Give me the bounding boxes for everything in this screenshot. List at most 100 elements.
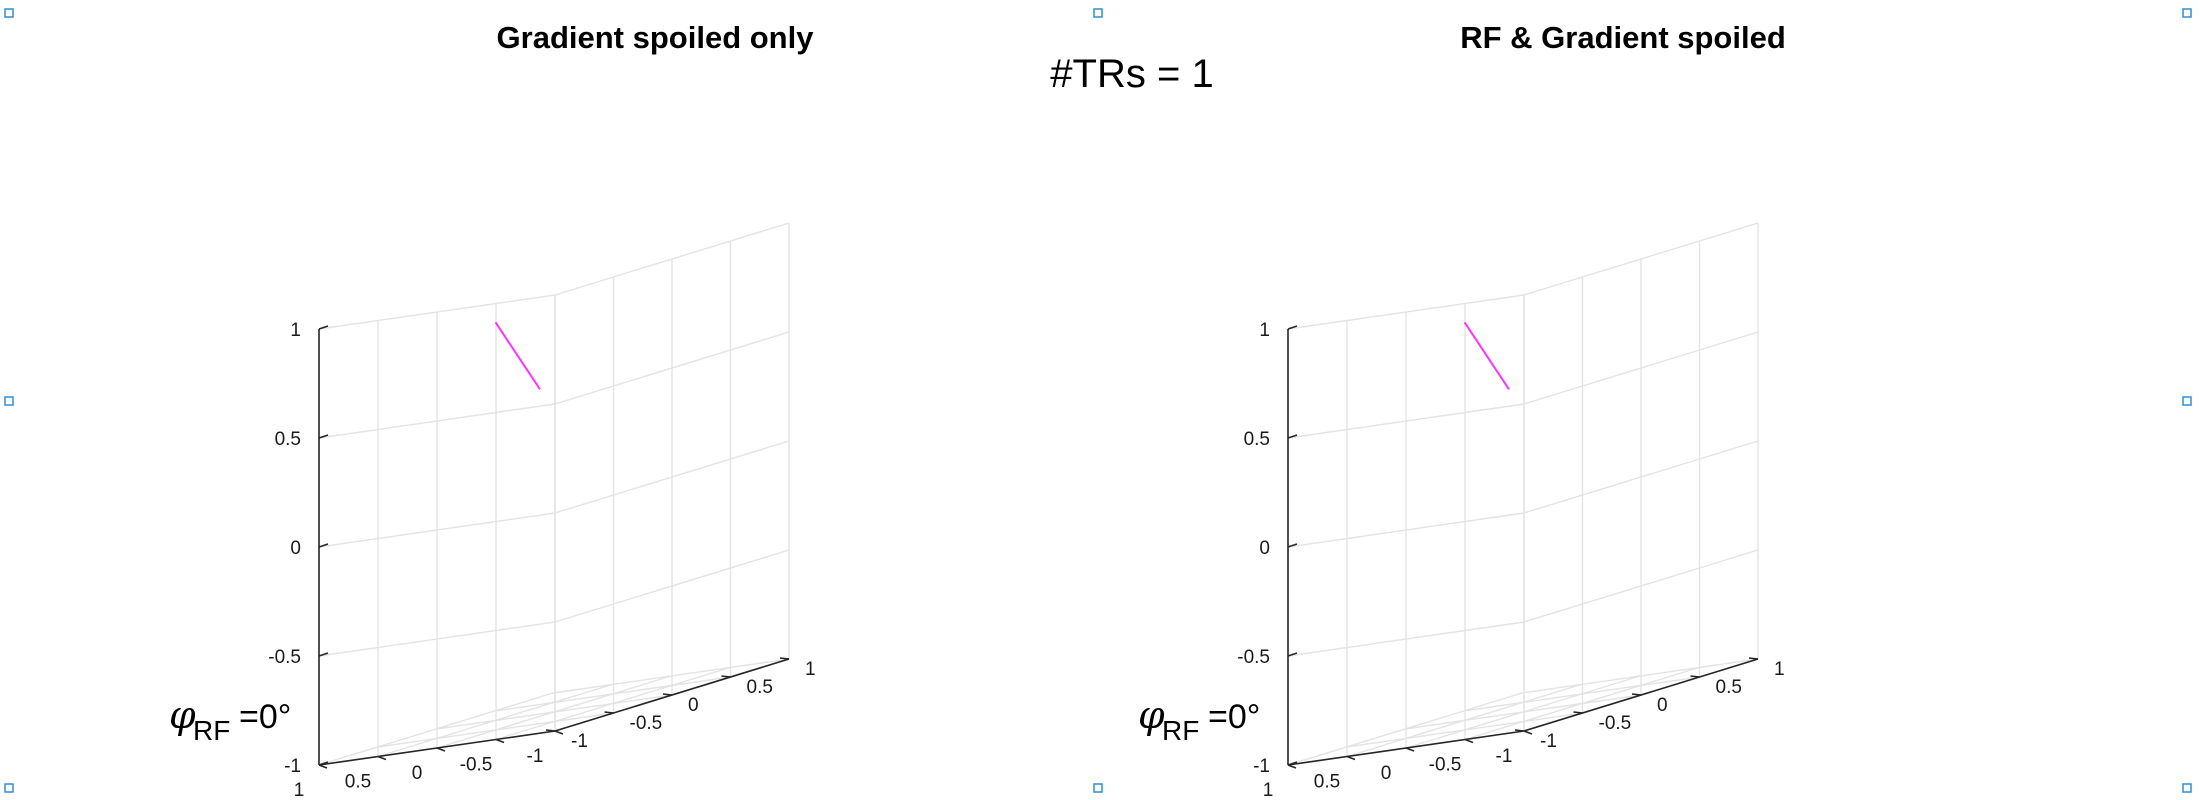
z-tick-mark [1287,543,1298,548]
chart-title: Gradient spoiled only [497,20,815,55]
backwall-gridline-z [554,222,790,296]
z-tick-mark [1287,434,1298,439]
leftwall-gridline-z [1287,294,1525,330]
y-tick-mark [662,693,673,696]
z-tick-mark [318,434,329,439]
floor-gridline-y [435,694,673,730]
backwall-gridline-z [1523,222,1759,296]
y-tick-mark [604,711,614,714]
leftwall-gridline-z [1287,512,1525,548]
x-tick-mark [1287,764,1297,769]
phi-subscript: RF [193,715,230,746]
floor-gridline-y [1404,694,1642,730]
x-tick-label: 0 [1381,763,1392,784]
z-tick-label: -0.5 [1237,647,1270,668]
z-tick-label: 0.5 [275,429,301,450]
z-tick-mark [1287,652,1298,657]
y-tick-mark [545,729,556,732]
backwall-gridline-z [1523,549,1759,623]
z-tick-label: 0 [1259,538,1270,559]
y-tick-mark [721,675,731,678]
phi-value: =0° [239,698,291,736]
leftwall-gridline-z [318,621,556,657]
y-tick-label: -0.5 [630,713,663,734]
z-tick-mark [318,543,329,548]
handle-bottom-center[interactable] [1093,783,1103,793]
z-tick-mark [1287,761,1298,766]
handle-top-center[interactable] [1093,8,1103,18]
chart-title: RF & Gradient spoiled [1460,20,1786,55]
z-tick-label: 1 [1259,320,1270,341]
y-tick-label: 1 [805,659,816,680]
backwall-gridline-z [1523,331,1759,405]
y-tick-mark [1573,711,1583,714]
floor-gridline-y [494,676,731,712]
backwall-gridline-z [554,440,790,514]
x-tick-label: 1 [294,780,305,800]
x-tick-mark [554,730,564,735]
x-tick-mark [495,738,505,744]
handle-bottom-left[interactable] [4,783,14,793]
y-tick-label: 0 [688,695,699,716]
x-tick-mark [1405,747,1415,752]
leftwall-gridline-z [1287,403,1525,439]
axes-gradient-spoiled: Gradient spoiled only -1 -0.5 0 0.5 1 -1 -0.5 0 0… [169,20,816,800]
x-tick-label: 0.5 [345,772,371,793]
y-tick-label: -1 [571,731,588,752]
backwall-gridline-z [1523,440,1759,514]
selection-handles[interactable] [4,8,2192,793]
phi-symbol: φ [169,693,196,737]
handle-middle-left[interactable] [4,396,14,406]
x-tick-mark [1523,730,1533,735]
z-tick-label: 1 [290,320,301,341]
z-tick-label: -0.5 [268,647,301,668]
x-tick-label: -1 [527,746,544,767]
handle-top-left[interactable] [4,8,14,18]
x-tick-mark [318,764,328,769]
floor-gridline-y [1463,676,1700,712]
y-tick-label: 0.5 [747,677,773,698]
z-tick-mark [318,761,329,766]
x-tick-label: -0.5 [460,755,493,776]
y-tick-label: 0 [1657,695,1668,716]
floor-gridline-y [552,658,790,694]
phi-symbol: φ [1138,693,1165,737]
leftwall-gridline-z [318,294,556,330]
backwall-gridline-z [554,331,790,405]
x-tick-mark [1346,755,1356,761]
magnetization-vector-line [1463,321,1510,390]
x-tick-label: -0.5 [1429,755,1462,776]
z-tick-label: -1 [1253,756,1270,777]
z-tick-mark [318,652,329,657]
z-tick-label: 0.5 [1244,429,1270,450]
x-tick-mark [1464,738,1474,744]
x-tick-mark [377,755,387,761]
handle-bottom-right[interactable] [2182,783,2192,793]
z-tick-mark [318,325,329,330]
handle-middle-right[interactable] [2182,396,2192,406]
y-tick-mark [779,657,790,660]
y-tick-mark [1748,657,1759,660]
phi-value: =0° [1208,698,1260,736]
z-tick-mark [1287,325,1298,330]
backwall-gridline-z [554,549,790,623]
z-tick-label: -1 [284,756,301,777]
y-tick-label: -1 [1540,731,1557,752]
y-tick-label: -0.5 [1599,713,1632,734]
y-tick-mark [1514,729,1525,732]
y-tick-mark [1690,675,1700,678]
x-tick-mark [436,747,446,752]
leftwall-gridline-z [318,512,556,548]
x-tick-label: -1 [1496,746,1513,767]
y-tick-label: 1 [1774,659,1785,680]
axes-rf-gradient-spoiled: RF & Gradient spoiled -1 -0.5 0 0.5 1 -1 -0.5 0 0… [1138,20,1786,800]
x-tick-label: 0 [412,763,423,784]
y-tick-mark [1631,693,1642,696]
z-tick-label: 0 [290,538,301,559]
handle-top-right[interactable] [2182,8,2192,18]
figure-suptitle: #TRs = 1 [1050,52,1213,96]
x-tick-label: 0.5 [1314,772,1340,793]
leftwall-gridline-z [318,403,556,439]
y-tick-label: 0.5 [1716,677,1742,698]
